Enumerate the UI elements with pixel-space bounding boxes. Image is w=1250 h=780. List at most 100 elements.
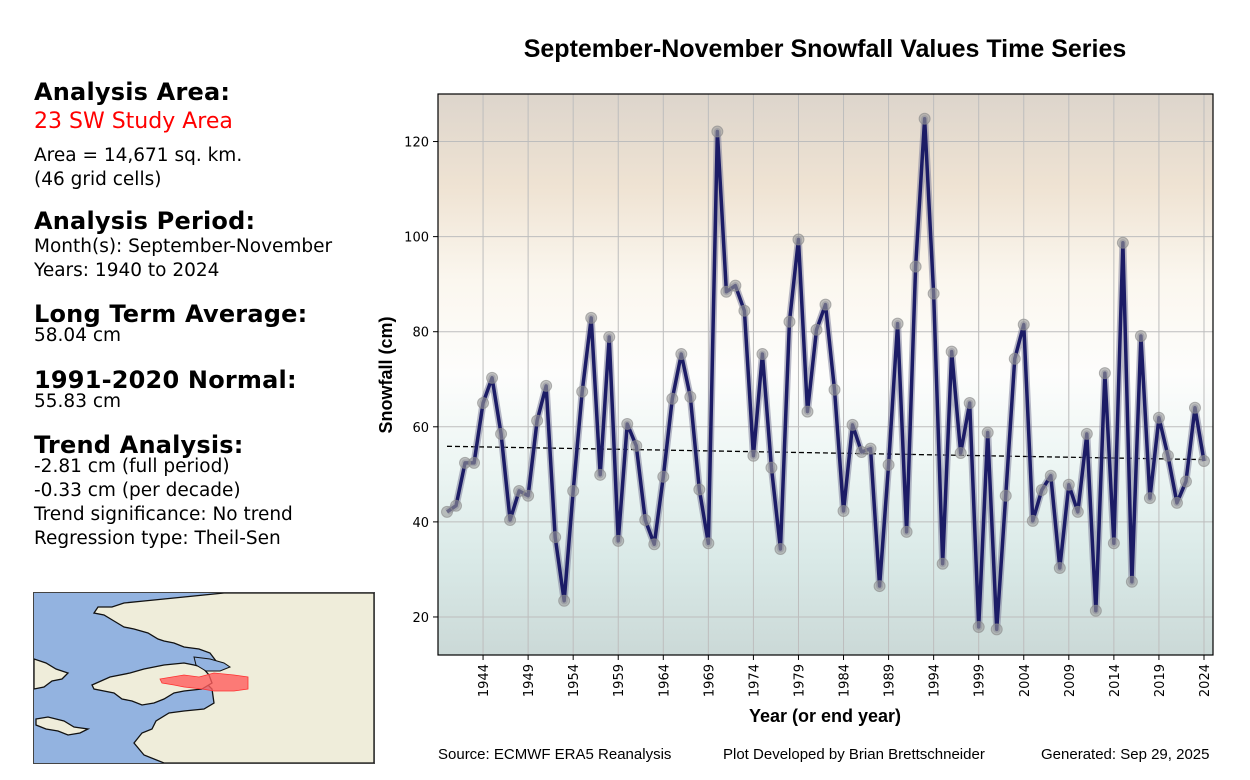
data-point xyxy=(1026,514,1039,527)
data-point xyxy=(1089,604,1102,617)
data-point xyxy=(1080,427,1093,440)
data-point xyxy=(1035,484,1048,497)
data-point xyxy=(936,557,949,570)
data-point xyxy=(927,287,940,300)
data-point xyxy=(801,405,814,418)
data-point xyxy=(945,345,958,358)
data-point xyxy=(1053,561,1066,574)
data-point xyxy=(846,418,859,431)
data-point xyxy=(756,348,769,361)
y-tick-label: 120 xyxy=(404,136,429,151)
regression-type: Regression type: Theil-Sen xyxy=(34,528,281,549)
data-point xyxy=(630,439,643,452)
data-point xyxy=(621,417,634,430)
data-point xyxy=(1044,469,1057,482)
y-tick-label: 80 xyxy=(412,326,429,341)
x-axis-ticks: 1944 1949 1954 1959 1964 1969 1974 1979 1984 1989… xyxy=(477,655,1213,697)
y-tick-label: 20 xyxy=(412,611,429,626)
normal-heading: 1991-2020 Normal: xyxy=(34,366,297,394)
data-point xyxy=(963,397,976,410)
data-point xyxy=(585,311,598,324)
data-point xyxy=(891,317,904,330)
data-point xyxy=(918,112,931,125)
data-point xyxy=(828,383,841,396)
y-tick-label: 60 xyxy=(412,421,429,436)
x-tick-label: 2019 xyxy=(1153,664,1168,697)
analysis-years: Years: 1940 to 2024 xyxy=(34,260,220,281)
credit-note: Plot Developed by Brian Brettschneider xyxy=(723,746,985,763)
data-point xyxy=(882,458,895,471)
x-tick-label: 1974 xyxy=(747,664,762,697)
data-point xyxy=(648,538,661,551)
x-tick-label: 1944 xyxy=(477,664,492,697)
grid-lines xyxy=(438,94,1213,655)
data-point xyxy=(792,233,805,246)
data-point xyxy=(864,442,877,455)
x-tick-label: 2009 xyxy=(1063,664,1078,697)
data-point xyxy=(639,513,652,526)
data-point xyxy=(522,489,535,502)
data-point xyxy=(450,499,463,512)
x-tick-label: 1989 xyxy=(883,664,898,697)
trend-line-group xyxy=(447,445,1204,461)
trend-full-period: -2.81 cm (full period) xyxy=(34,456,230,477)
data-point xyxy=(1170,496,1183,509)
data-point xyxy=(612,534,625,547)
source-note: Source: ECMWF ERA5 Reanalysis xyxy=(438,746,672,763)
data-point xyxy=(558,594,571,607)
data-point xyxy=(675,348,688,361)
data-point xyxy=(873,580,886,593)
study-area-map xyxy=(33,592,375,764)
data-point xyxy=(504,513,517,526)
x-axis-label: Year (or end year) xyxy=(749,706,901,726)
data-point xyxy=(900,525,913,538)
data-point xyxy=(1071,505,1084,518)
data-point xyxy=(954,446,967,459)
data-point xyxy=(468,456,481,469)
generated-date: Generated: Sep 29, 2025 xyxy=(1041,746,1210,763)
data-point xyxy=(666,392,679,405)
data-point xyxy=(999,489,1012,502)
chart-title: September-November Snowfall Values Time … xyxy=(524,35,1127,63)
data-point xyxy=(1143,492,1156,505)
y-axis-label: Snowfall (cm) xyxy=(376,316,396,433)
long-term-average-heading: Long Term Average: xyxy=(34,300,308,328)
plot-frame xyxy=(437,93,1214,656)
analysis-area-heading: Analysis Area: xyxy=(34,78,231,106)
data-point xyxy=(981,426,994,439)
data-point xyxy=(819,298,832,311)
data-point xyxy=(729,279,742,292)
analysis-period-heading: Analysis Period: xyxy=(34,207,256,235)
data-point xyxy=(909,260,922,273)
y-tick-label: 40 xyxy=(412,516,429,531)
data-point xyxy=(531,414,544,427)
data-point xyxy=(1134,329,1147,342)
data-point xyxy=(1008,352,1021,365)
data-point xyxy=(990,623,1003,636)
data-point xyxy=(774,542,787,555)
data-point xyxy=(594,468,607,481)
data-point xyxy=(810,323,823,336)
data-point xyxy=(837,504,850,517)
data-point xyxy=(765,461,778,474)
x-tick-label: 1994 xyxy=(928,664,943,697)
x-tick-label: 1964 xyxy=(657,664,672,697)
data-point xyxy=(1017,318,1030,331)
area-size: Area = 14,671 sq. km. xyxy=(34,145,243,166)
map-land-peninsula xyxy=(91,662,213,706)
x-tick-label: 1949 xyxy=(522,664,537,697)
data-point xyxy=(1179,475,1192,488)
data-point xyxy=(711,125,724,138)
data-point xyxy=(549,531,562,544)
trend-significance: Trend significance: No trend xyxy=(34,504,293,525)
data-point xyxy=(684,390,697,403)
data-point xyxy=(567,484,580,497)
data-point xyxy=(486,371,499,384)
data-point xyxy=(657,470,670,483)
data-point xyxy=(720,285,733,298)
y-axis-ticks: 20 40 60 80 100 120 xyxy=(404,136,438,626)
data-point xyxy=(972,620,985,633)
data-point xyxy=(1125,575,1138,588)
data-point xyxy=(738,304,751,317)
